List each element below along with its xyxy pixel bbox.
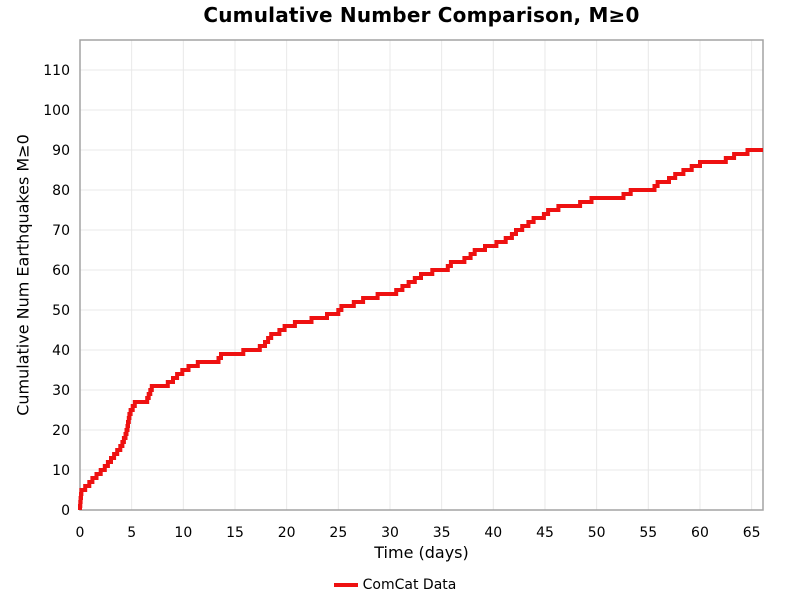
y-tick-label: 60 (52, 263, 70, 279)
x-tick-label: 35 (433, 525, 451, 541)
y-tick-label: 40 (52, 343, 70, 359)
x-tick-label: 65 (743, 525, 761, 541)
chart-title: Cumulative Number Comparison, M≥0 (203, 3, 640, 27)
x-tick-label: 55 (639, 525, 657, 541)
x-tick-label: 60 (691, 525, 709, 541)
y-tick-label: 50 (52, 303, 70, 319)
legend: ComCat Data (0, 577, 790, 593)
x-tick-label: 5 (127, 525, 136, 541)
legend-line-swatch (333, 583, 358, 587)
y-axis-label: Cumulative Num Earthquakes M≥0 (13, 134, 33, 416)
x-tick-label: 20 (278, 525, 296, 541)
x-tick-label: 40 (484, 525, 502, 541)
x-tick-label: 50 (588, 525, 606, 541)
x-tick-label: 45 (536, 525, 554, 541)
series-line-comcat-data (78, 148, 763, 510)
x-tick-label: 15 (226, 525, 244, 541)
y-tick-label: 30 (52, 383, 70, 399)
plot-border (79, 39, 764, 511)
y-tick-label: 10 (52, 463, 70, 479)
y-tick-label: 70 (52, 223, 70, 239)
y-tick-label: 80 (52, 183, 70, 199)
x-tick-label: 30 (381, 525, 399, 541)
y-tick-label: 110 (43, 63, 70, 79)
x-tick-label: 25 (329, 525, 347, 541)
x-tick-label: 10 (174, 525, 192, 541)
y-tick-label: 0 (61, 503, 70, 519)
legend-label: ComCat Data (362, 577, 457, 593)
x-tick-label: 0 (76, 525, 85, 541)
x-axis-label: Time (days) (374, 543, 469, 562)
y-tick-label: 100 (43, 103, 70, 119)
y-tick-label: 20 (52, 423, 70, 439)
y-tick-label: 90 (52, 143, 70, 159)
